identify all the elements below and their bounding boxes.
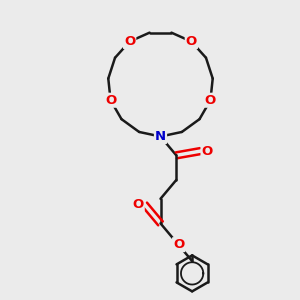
- Text: O: O: [124, 35, 135, 48]
- Text: O: O: [173, 238, 184, 251]
- Text: O: O: [202, 145, 213, 158]
- Text: N: N: [155, 130, 166, 143]
- Text: O: O: [133, 198, 144, 211]
- Text: O: O: [205, 94, 216, 107]
- Text: O: O: [186, 35, 197, 48]
- Text: O: O: [105, 94, 116, 107]
